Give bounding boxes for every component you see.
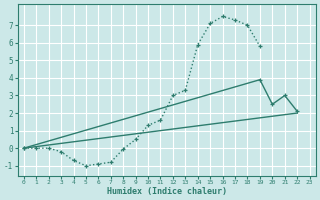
X-axis label: Humidex (Indice chaleur): Humidex (Indice chaleur) [107,187,227,196]
